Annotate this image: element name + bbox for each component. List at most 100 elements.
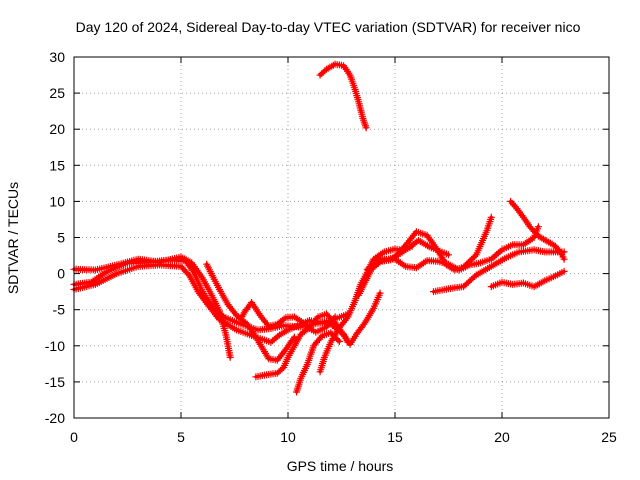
data-point [94,283,97,286]
data-point [330,341,332,343]
data-point [563,258,565,260]
data-point [490,265,493,268]
data-point [338,340,341,343]
data-point [218,288,221,291]
data-point [533,285,535,288]
series-markers [316,60,370,132]
data-point [188,274,191,277]
data-point [212,276,214,279]
data-point [267,357,270,360]
data-point [276,359,279,362]
x-tick-label: 0 [70,429,78,445]
data-point [116,264,118,266]
series-track-14 [507,197,568,263]
data-point [544,280,546,282]
data-point [306,363,309,366]
data-point [338,326,341,329]
data-point [227,303,229,306]
data-point [287,329,289,331]
y-tick-label: -5 [53,302,66,318]
data-point [276,372,279,375]
data-point [282,324,285,327]
data-point [364,321,366,324]
y-tick-label: 5 [57,230,65,246]
data-point [415,230,418,233]
data-point [94,269,97,271]
series-markers [293,329,343,396]
data-point [447,287,450,290]
series-track-13 [487,267,568,291]
data-point [218,319,221,321]
data-point [319,74,321,76]
data-point [511,283,514,286]
data-point [516,207,518,210]
data-point [210,293,212,295]
data-point [205,263,208,266]
data-point [475,274,478,276]
data-point [428,246,431,248]
x-tick-label: 5 [177,429,185,445]
data-point [293,316,296,318]
data-point [544,251,546,253]
data-point [394,248,396,250]
data-point [490,216,493,219]
data-point [353,86,356,89]
data-point [287,356,289,359]
data-point [278,334,281,336]
data-point [372,261,375,263]
data-point [116,272,118,275]
data-point [250,301,253,304]
data-point [246,323,249,325]
data-point [255,376,257,378]
data-point [180,256,182,258]
data-point [325,68,328,71]
data-point [486,229,488,232]
data-point [244,310,246,312]
data-point [349,74,351,76]
data-point [308,326,311,329]
data-point [300,377,302,380]
data-point [426,259,428,262]
data-point [415,267,418,269]
series-markers [487,267,568,291]
data-point [270,341,272,343]
y-tick-label: -20 [45,410,65,426]
data-point [259,314,261,317]
data-point [458,269,461,271]
data-point [201,277,204,279]
data-point [218,310,221,312]
data-point [554,274,557,277]
data-point [469,264,471,266]
data-point [308,319,311,322]
data-point [379,292,381,294]
data-point [490,258,493,260]
data-point [342,334,345,336]
series-track-7 [293,329,343,396]
data-point [240,317,242,320]
data-point [323,356,326,359]
data-point [265,373,268,376]
grid [74,57,609,418]
data-point [533,248,535,251]
data-point [137,258,139,260]
y-tick-label: 0 [57,266,65,282]
data-point [407,241,409,244]
data-point [105,271,107,273]
data-point [349,343,351,346]
series-track-15 [316,60,370,132]
series-markers [252,289,384,381]
data-point [235,329,238,331]
data-point [537,235,540,237]
data-point [158,264,161,266]
data-point [362,117,364,120]
data-point [447,263,450,266]
data-point [490,285,493,288]
data-point [330,332,332,334]
data-point [225,334,227,336]
data-point [372,307,375,310]
x-tick-label: 20 [494,429,510,445]
data-point [229,356,232,359]
data-point [285,348,287,351]
plot-area [70,60,568,396]
